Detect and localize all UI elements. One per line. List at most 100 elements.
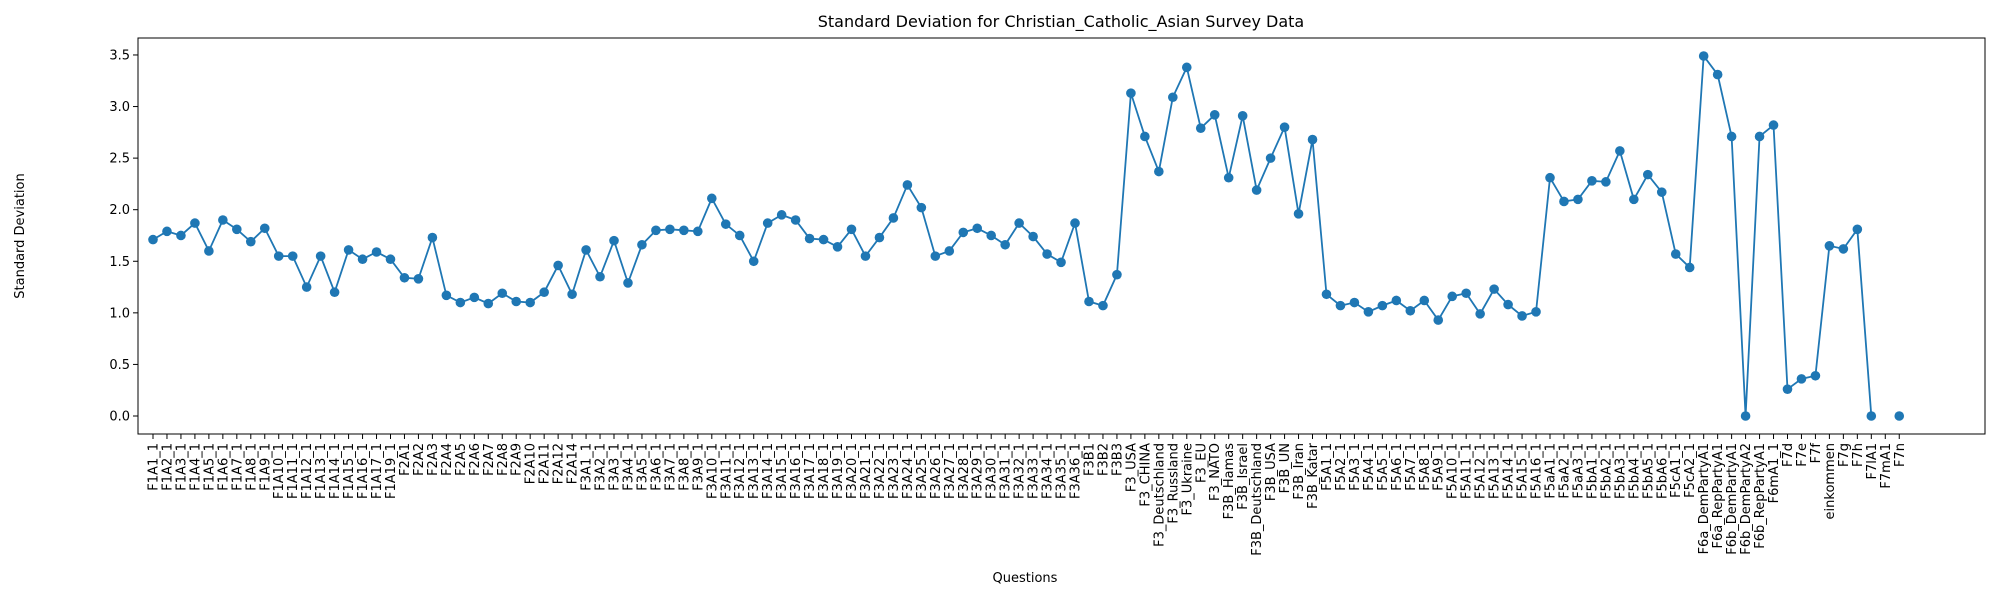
x-tick-label: F3A10_1 xyxy=(705,443,720,499)
data-point xyxy=(1489,284,1499,294)
x-tick-label: F3A1_1 xyxy=(580,443,595,491)
x-tick-label: F2A12 xyxy=(552,443,567,484)
data-point xyxy=(665,224,675,235)
data-point xyxy=(1084,296,1094,307)
x-tick-label: F3A3_1 xyxy=(608,443,623,491)
data-point xyxy=(609,235,619,246)
data-point xyxy=(1433,315,1444,325)
x-tick-label: F3_NATO xyxy=(1208,443,1223,501)
x-tick-label: F3A15_1 xyxy=(775,443,790,499)
data-point xyxy=(497,288,508,299)
data-point xyxy=(259,223,270,234)
x-tick-label: F3A35_1 xyxy=(1055,443,1070,499)
x-tick-label: F3A27_1 xyxy=(943,443,958,499)
data-point xyxy=(553,260,563,271)
x-tick-label: F5aA2_1 xyxy=(1557,443,1572,499)
data-point xyxy=(748,256,759,267)
x-tick-label: F5bA6_1 xyxy=(1655,443,1670,499)
data-point xyxy=(986,230,996,241)
x-tick-label: F5A16_1 xyxy=(1530,443,1545,499)
x-tick-label: F3A5_1 xyxy=(635,443,650,491)
x-tick-label: F5A8_1 xyxy=(1418,443,1433,491)
data-point xyxy=(567,289,577,300)
data-point xyxy=(1307,134,1318,145)
data-point xyxy=(1670,249,1681,259)
data-point xyxy=(902,180,913,190)
data-point xyxy=(720,219,731,229)
data-point xyxy=(469,292,480,303)
y-tick-label: 0.0 xyxy=(109,410,130,425)
data-point xyxy=(1363,307,1374,317)
x-tick-label: F7mA1 xyxy=(1879,443,1894,489)
x-tick-label: F7d xyxy=(1781,443,1796,467)
data-point xyxy=(1251,185,1262,195)
x-tick-label: F6b_DemPartyA2 xyxy=(1739,443,1754,555)
data-point xyxy=(1405,305,1416,316)
data-point xyxy=(1181,62,1192,73)
data-point xyxy=(1195,123,1206,134)
data-point xyxy=(1629,194,1639,205)
x-tick-label: F3B2 xyxy=(1096,443,1111,476)
x-tick-label: F3A21_1 xyxy=(859,443,874,499)
x-tick-label: F3A30_1 xyxy=(985,443,1000,499)
x-tick-label: F5aA1_1 xyxy=(1544,443,1559,499)
x-tick-label: F5A7_1 xyxy=(1404,443,1419,491)
data-point xyxy=(1684,262,1695,273)
x-tick-label: F3B1 xyxy=(1082,443,1097,476)
x-tick-label: F1A7_1 xyxy=(230,443,245,491)
x-tick-label: F2A6 xyxy=(468,443,483,476)
x-tick-label: F6a_DemPartyA1 xyxy=(1697,443,1712,554)
x-tick-label: F5A4_1 xyxy=(1362,443,1377,491)
data-point xyxy=(1419,295,1430,306)
x-tick-label: F3A31_1 xyxy=(999,443,1014,499)
data-point xyxy=(790,215,801,225)
x-tick-label: F5A3_1 xyxy=(1348,443,1363,491)
y-tick-label: 3.5 xyxy=(109,48,130,63)
x-tick-label: F5A13_1 xyxy=(1488,443,1503,499)
data-line xyxy=(153,56,1899,416)
x-tick-label: F3A32_1 xyxy=(1013,443,1028,499)
x-tick-label: F3A4_1 xyxy=(621,443,636,491)
data-point xyxy=(1056,257,1066,268)
x-tick-label: F5A1_1 xyxy=(1320,443,1335,491)
x-tick-label: F3A25_1 xyxy=(915,443,930,499)
data-point xyxy=(846,224,857,235)
x-tick-label: F3_EU xyxy=(1194,443,1209,483)
x-tick-label: F5aA3_1 xyxy=(1571,443,1586,499)
data-point xyxy=(1209,109,1220,120)
data-point xyxy=(1447,291,1458,302)
y-tick-label: 2.5 xyxy=(109,152,130,167)
data-point xyxy=(1014,218,1024,228)
x-tick-label: F5A15_1 xyxy=(1516,443,1531,499)
data-point xyxy=(832,242,843,252)
data-point xyxy=(1712,69,1723,80)
x-tick-label: F1A15_1 xyxy=(342,443,357,499)
data-point xyxy=(385,254,396,265)
x-tick-label: F2A5 xyxy=(454,443,469,476)
data-point xyxy=(776,210,787,220)
data-point xyxy=(1615,146,1625,156)
data-point xyxy=(1824,240,1835,251)
data-point xyxy=(930,251,941,261)
x-tick-label: F3A7_1 xyxy=(663,443,678,491)
data-point xyxy=(1740,411,1751,421)
data-point xyxy=(1028,231,1038,242)
y-tick-label: 1.0 xyxy=(109,306,130,321)
data-point xyxy=(1126,88,1136,98)
data-point xyxy=(1726,131,1737,142)
x-tick-label: F5bA4_1 xyxy=(1627,443,1642,499)
x-tick-label: F3A11_1 xyxy=(719,443,734,499)
y-axis-label: Standard Deviation xyxy=(13,173,28,298)
data-point xyxy=(1279,122,1290,132)
data-point xyxy=(1866,411,1877,421)
x-tick-label: F7e xyxy=(1795,443,1810,467)
x-tick-label: F2A9 xyxy=(510,443,525,476)
data-point xyxy=(343,245,354,255)
x-tick-label: F7g xyxy=(1837,443,1852,467)
x-tick-label: F1A11_1 xyxy=(286,443,301,499)
data-point xyxy=(874,232,885,243)
data-point xyxy=(1503,299,1513,310)
x-tick-label: F3B_Katar xyxy=(1306,442,1321,508)
x-tick-label: F7h xyxy=(1851,443,1866,467)
